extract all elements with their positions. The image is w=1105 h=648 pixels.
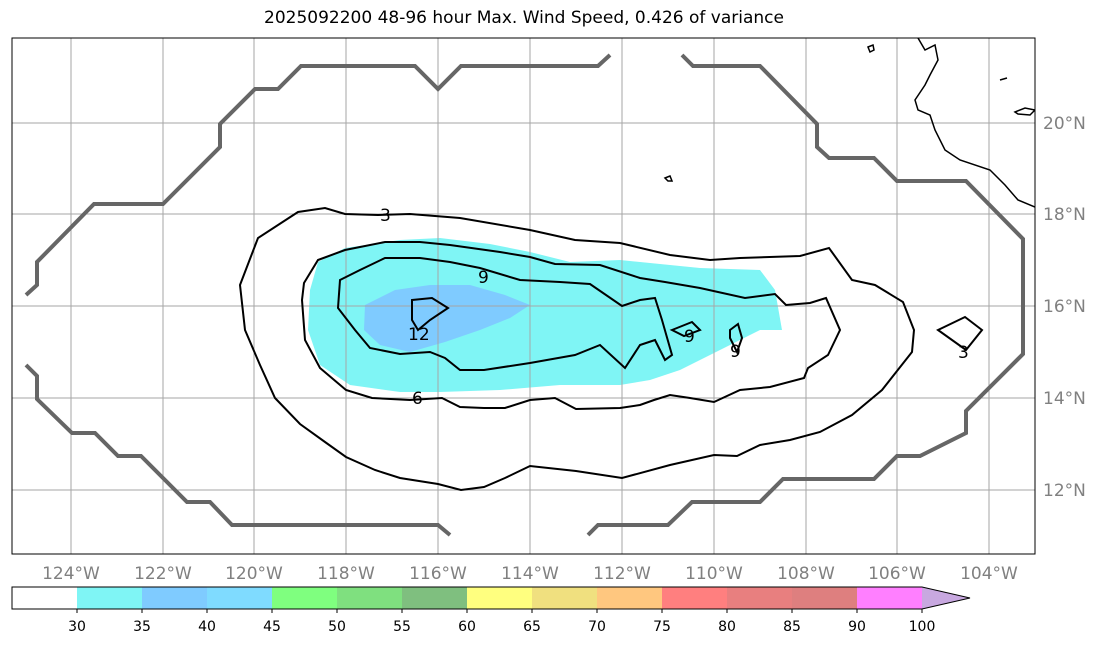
- colorbar-segment: [597, 587, 663, 609]
- colorbar-tick-label: 55: [393, 619, 411, 635]
- colorbar-extend-arrow: [922, 587, 970, 609]
- longitude-labels: 124°W 122°W 120°W 118°W 116°W 114°W 112°…: [42, 564, 1018, 584]
- colorbar-segment: [662, 587, 728, 609]
- colorbar-outline: [11, 586, 971, 610]
- contour-label: 3: [958, 343, 969, 363]
- lon-label: 124°W: [42, 564, 100, 584]
- lon-label: 112°W: [593, 564, 651, 584]
- lat-label: 14°N: [1043, 389, 1086, 409]
- lat-label: 20°N: [1043, 114, 1086, 134]
- colorbar-tick-label: 85: [783, 619, 801, 635]
- map-border: [11, 37, 1036, 555]
- colorbar-tick-label: 60: [458, 619, 476, 635]
- colorbar-tick-label: 40: [198, 619, 216, 635]
- contour-12kt: [411, 296, 450, 332]
- lat-label: 16°N: [1043, 297, 1086, 317]
- colorbar-labels: 30 35 40 45 50 55 60 65 70 75 80 85 90 100: [68, 609, 935, 635]
- colorbar-tick-label: 35: [133, 619, 151, 635]
- contour-9kt: [336, 257, 674, 371]
- contour-label: 9: [684, 327, 695, 347]
- lon-label: 108°W: [777, 564, 835, 584]
- lat-label: 12°N: [1043, 481, 1086, 501]
- contour-9kt-small-2: [729, 322, 744, 355]
- lon-label: 104°W: [960, 564, 1018, 584]
- colorbar-segment: [272, 587, 338, 609]
- lon-label: 118°W: [317, 564, 375, 584]
- colorbar-segment: [532, 587, 598, 609]
- colorbar-segment: [207, 587, 273, 609]
- lon-label: 116°W: [409, 564, 467, 584]
- contour-label: 6: [412, 389, 423, 409]
- gridlines: [12, 38, 1035, 554]
- colorbar: [11, 586, 971, 610]
- colorbar-segment: [402, 587, 468, 609]
- latitude-labels: 20°N 18°N 16°N 14°N 12°N: [1043, 114, 1086, 501]
- colorbar-segment: [727, 587, 793, 609]
- colorbar-tick-label: 50: [328, 619, 346, 635]
- colorbar-tick-label: 45: [263, 619, 281, 635]
- map-title: 2025092200 48-96 hour Max. Wind Speed, 0…: [264, 8, 784, 28]
- lon-label: 110°W: [685, 564, 743, 584]
- island: [999, 77, 1008, 81]
- contour-6kt: [300, 241, 842, 411]
- lon-label: 106°W: [868, 564, 926, 584]
- colorbar-segment: [142, 587, 208, 609]
- lat-label: 18°N: [1043, 205, 1086, 225]
- colorbar-segment: [337, 587, 403, 609]
- colorbar-segment: [792, 587, 858, 609]
- contour-3kt: [238, 206, 916, 492]
- colorbar-segment: [467, 587, 533, 609]
- colorbar-tick-label: 70: [588, 619, 606, 635]
- contour-label: 12: [408, 325, 430, 345]
- contour-labels: 3 9 12 9 9 6 3: [380, 206, 969, 409]
- colorbar-tick-label: 30: [68, 619, 86, 635]
- lon-label: 120°W: [225, 564, 283, 584]
- colorbar-tick-label: 100: [909, 619, 936, 635]
- domain-boundary: [24, 53, 1025, 537]
- contour-label: 9: [730, 342, 741, 362]
- island: [663, 175, 674, 182]
- colorbar-tick-label: 65: [523, 619, 541, 635]
- contour-label: 3: [380, 206, 391, 226]
- contour-label: 9: [478, 268, 489, 288]
- lon-label: 122°W: [134, 564, 192, 584]
- colorbar-tick-label: 75: [653, 619, 671, 635]
- contour-3kt-east: [936, 315, 984, 352]
- wind-shade-30kt: [308, 238, 782, 392]
- colorbar-segment: [12, 587, 78, 609]
- colorbar-tick-label: 90: [848, 619, 866, 635]
- coastline: [914, 38, 1035, 208]
- contour-9kt-small-1: [669, 320, 702, 338]
- colorbar-segment: [77, 587, 143, 609]
- lon-label: 114°W: [501, 564, 559, 584]
- contour-lines: [238, 206, 984, 492]
- island: [1013, 107, 1035, 116]
- wind-shade-35kt: [364, 285, 530, 352]
- colorbar-segment: [857, 587, 923, 609]
- colorbar-tick-label: 80: [718, 619, 736, 635]
- island: [867, 43, 875, 54]
